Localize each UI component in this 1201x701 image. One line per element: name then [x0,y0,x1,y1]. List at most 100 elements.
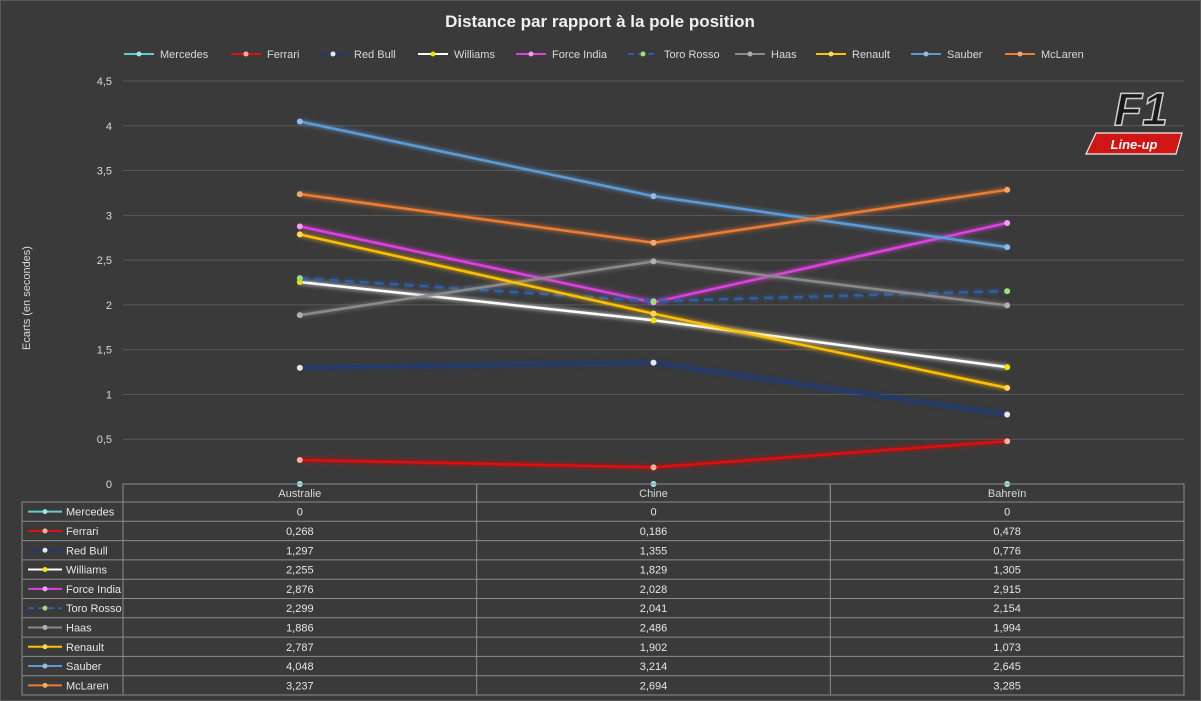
table-cell: 1,305 [993,565,1021,577]
series-haas [296,258,1011,319]
legend-item: Renault [816,49,890,61]
table-cell: 1,902 [640,642,668,654]
series-line [299,276,1008,303]
data-point [296,191,303,198]
table-cell: 1,994 [993,622,1021,634]
table-row: Ferrari 0,268 0,186 0,478 [28,526,1021,538]
series-ferrari [296,438,1011,471]
logo-tagline: Line-up [1111,137,1158,152]
row-marker [42,644,48,650]
series-toro-rosso [296,275,1011,305]
row-series-name: Haas [66,622,92,634]
table-row: Renault 2,787 1,902 1,073 [28,642,1021,654]
table-cell: 3,237 [286,680,314,692]
series-sauber [296,118,1011,251]
table-cell: 2,486 [640,622,668,634]
y-axis-label: Ecarts (en secondes) [21,246,33,350]
legend-item: Force India [516,49,608,61]
y-tick-label: 0 [106,479,112,491]
data-point [650,239,657,246]
data-point [296,312,303,319]
legend-item: Ferrari [231,49,299,61]
table-cell: 0,268 [286,526,314,538]
row-marker [42,586,48,592]
row-marker [42,528,48,534]
data-point [650,193,657,200]
y-tick-label: 4 [106,121,112,133]
legend-label: Williams [454,49,495,61]
x-tick-label: Chine [639,488,668,500]
table-row: Mercedes 0 0 0 [28,507,1010,519]
data-point [1004,384,1011,391]
data-point [296,223,303,230]
legend-label: Haas [771,49,797,61]
table-cell: 0 [650,507,656,519]
data-point [650,298,657,305]
table-cell: 2,028 [640,584,668,596]
table-cell: 2,876 [286,584,314,596]
data-point [1004,288,1011,295]
row-series-name: Williams [66,565,107,577]
legend: Mercedes Ferrari Red Bull Williams Force Ind… [124,49,1084,61]
table-cell: 2,154 [993,603,1021,615]
row-series-name: Red Bull [66,545,108,557]
legend-label: Toro Rosso [664,49,720,61]
legend-item: Toro Rosso [628,49,720,61]
table-row: Force India 2,876 2,028 2,915 [28,584,1021,596]
y-tick-label: 1 [106,389,112,401]
table-row: McLaren 3,237 2,694 3,285 [28,680,1021,692]
data-point [1004,364,1011,371]
table-cell: 2,787 [286,642,314,654]
row-series-name: McLaren [66,680,109,692]
legend-marker [243,51,249,57]
table-cell: 2,255 [286,565,314,577]
row-series-name: Mercedes [66,507,115,519]
legend-label: Red Bull [354,49,396,61]
f1-lineup-logo: F1 Line-up [1085,82,1183,155]
row-marker [42,682,48,688]
data-point [1004,438,1011,445]
y-tick-label: 1,5 [97,345,112,357]
table-cell: 0,186 [640,526,668,538]
table-cell: 2,041 [640,603,668,615]
series-renault [296,231,1011,391]
x-tick-label: Bahreïn [988,488,1027,500]
legend-marker [828,51,834,57]
chart-title: Distance par rapport à la pole position [445,12,755,31]
data-point [296,118,303,125]
row-series-name: Ferrari [66,526,98,538]
series-mclaren [296,186,1011,246]
logo-banner [1085,132,1183,155]
y-tick-label: 2,5 [97,255,112,267]
row-series-name: Toro Rosso [66,603,122,615]
row-marker [42,663,48,669]
table-cell: 2,299 [286,603,314,615]
legend-item: Sauber [911,49,983,61]
legend-item: Mercedes [124,49,209,61]
x-tick-label: Australie [278,488,321,500]
table-cell: 2,915 [993,584,1021,596]
table-cell: 3,214 [640,661,668,673]
series-layer [296,118,1011,487]
legend-marker [747,51,753,57]
grid [123,80,1184,485]
legend-item: Williams [418,49,495,61]
table-row: Red Bull 1,297 1,355 0,776 [28,545,1021,557]
y-axis-ticks: 0 0,5 1 1,5 2 2,5 3 3,5 4 4,5 [97,76,112,491]
row-marker [42,547,48,553]
legend-item: Haas [735,49,797,61]
data-point [650,317,657,324]
series-line [299,439,1008,469]
data-point [296,231,303,238]
legend-label: Renault [852,49,890,61]
legend-marker [330,51,336,57]
row-marker [42,624,48,630]
data-table: Australie Chine Bahreïn Mercedes 0 0 0 Ferrari 0… [21,483,1185,696]
data-point [650,258,657,265]
legend-item: Red Bull [318,49,396,61]
y-tick-label: 3 [106,210,112,222]
legend-marker [640,51,646,57]
data-point [650,464,657,471]
